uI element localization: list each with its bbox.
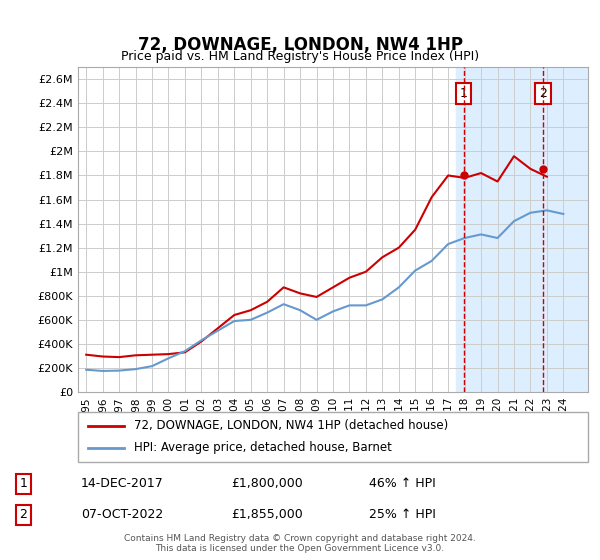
Text: Price paid vs. HM Land Registry's House Price Index (HPI): Price paid vs. HM Land Registry's House …	[121, 50, 479, 63]
Text: £1,855,000: £1,855,000	[231, 508, 302, 521]
Text: Contains HM Land Registry data © Crown copyright and database right 2024.
This d: Contains HM Land Registry data © Crown c…	[124, 534, 476, 553]
Text: HPI: Average price, detached house, Barnet: HPI: Average price, detached house, Barn…	[134, 441, 392, 454]
Text: 46% ↑ HPI: 46% ↑ HPI	[369, 478, 436, 491]
Text: 07-OCT-2022: 07-OCT-2022	[81, 508, 163, 521]
Text: 72, DOWNAGE, LONDON, NW4 1HP (detached house): 72, DOWNAGE, LONDON, NW4 1HP (detached h…	[134, 419, 448, 432]
Text: 72, DOWNAGE, LONDON, NW4 1HP: 72, DOWNAGE, LONDON, NW4 1HP	[137, 36, 463, 54]
Text: 1: 1	[20, 478, 28, 491]
Text: £1,800,000: £1,800,000	[231, 478, 302, 491]
Bar	[457, 67, 588, 392]
Text: 1: 1	[460, 87, 468, 100]
Text: 2: 2	[20, 508, 28, 521]
Text: 2: 2	[539, 87, 547, 100]
Text: 25% ↑ HPI: 25% ↑ HPI	[369, 508, 436, 521]
Text: 14-DEC-2017: 14-DEC-2017	[81, 478, 164, 491]
FancyBboxPatch shape	[78, 412, 588, 462]
